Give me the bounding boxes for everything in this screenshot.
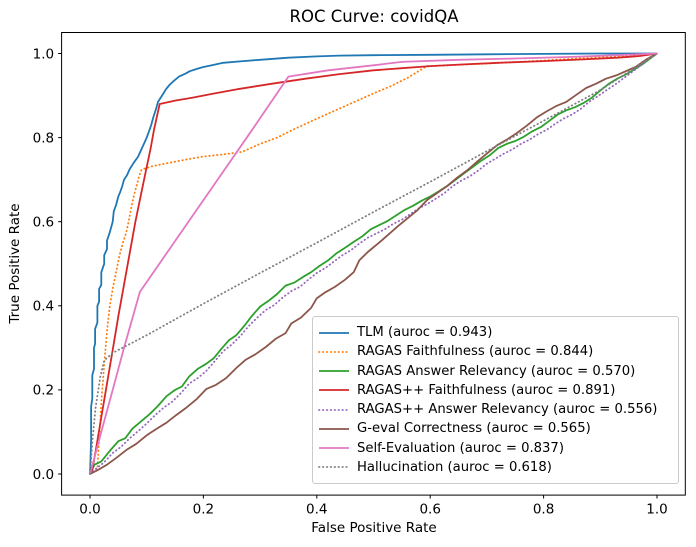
chart-title: ROC Curve: covidQA [289,7,459,26]
legend-item-tlm: TLM (auroc = 0.943) [318,325,672,340]
legend-line-sample-icon [319,370,349,373]
x-tick-label: 0.2 [193,502,214,518]
y-tick-label: 0.8 [33,130,54,146]
curve-ragaspp-faithfulness [89,52,658,475]
legend-item-hallucination: Hallucination (auroc = 0.618) [318,460,672,475]
legend-label: RAGAS Faithfulness (auroc = 0.844) [357,344,594,360]
legend-label: TLM (auroc = 0.943) [357,325,493,341]
y-tick-label: 0.4 [33,299,54,315]
legend-box: TLM (auroc = 0.943) RAGAS Faithfulness (a… [312,316,679,484]
x-tick-label: 0.8 [533,502,554,518]
legend-item-g-eval-correctness: G-eval Correctness (auroc = 0.565) [318,421,672,436]
y-tick-label: 0.2 [33,383,54,399]
curve-tlm [89,52,657,475]
legend-line-sample-icon [318,466,350,469]
legend-line-sample-icon [319,389,349,392]
curve-ragas-faithfulness [89,52,658,475]
legend-line-sample-icon [318,408,350,411]
x-tick-label: 0.0 [79,502,100,518]
legend-label: Hallucination (auroc = 0.618) [357,459,552,475]
legend-line-sample-icon [319,447,349,449]
y-tick-label: 0.0 [33,467,54,483]
curve-g-eval-correctness [89,52,658,475]
y-tick-label: 1.0 [33,46,54,62]
legend-item-ragaspp-faithfulness: RAGAS++ Faithfulness (auroc = 0.891) [318,383,672,398]
plot-border [61,32,686,496]
legend-line-sample-icon [319,331,349,334]
y-tick-label: 0.6 [33,215,54,231]
x-tick-label: 1.0 [646,502,667,518]
legend-line-sample-icon [318,351,350,353]
legend-label: RAGAS++ Answer Relevancy (auroc = 0.556) [357,402,658,418]
curve-ragaspp-answer-relevancy [89,52,658,475]
curve-hallucination [89,52,658,475]
legend-label: RAGAS Answer Relevancy (auroc = 0.570) [357,363,636,379]
legend-label: RAGAS++ Faithfulness (auroc = 0.891) [357,382,616,398]
x-tick-label: 0.4 [306,502,327,518]
legend-label: G-eval Correctness (auroc = 0.565) [357,421,591,437]
legend-item-ragaspp-answer-relevancy: RAGAS++ Answer Relevancy (auroc = 0.556) [318,402,672,417]
curve-ragas-answer-relevancy [89,52,658,475]
y-axis-label: True Positive Rate [7,203,23,324]
legend-label: Self-Evaluation (auroc = 0.837) [357,440,564,456]
legend-line-sample-icon [319,427,349,430]
curve-self-evaluation [89,52,658,475]
legend-item-self-evaluation: Self-Evaluation (auroc = 0.837) [318,441,672,456]
x-axis-label: False Positive Rate [311,520,437,536]
legend-item-ragas-faithfulness: RAGAS Faithfulness (auroc = 0.844) [318,344,672,359]
x-tick-label: 0.6 [419,502,440,518]
legend-item-ragas-answer-relevancy: RAGAS Answer Relevancy (auroc = 0.570) [318,364,672,379]
